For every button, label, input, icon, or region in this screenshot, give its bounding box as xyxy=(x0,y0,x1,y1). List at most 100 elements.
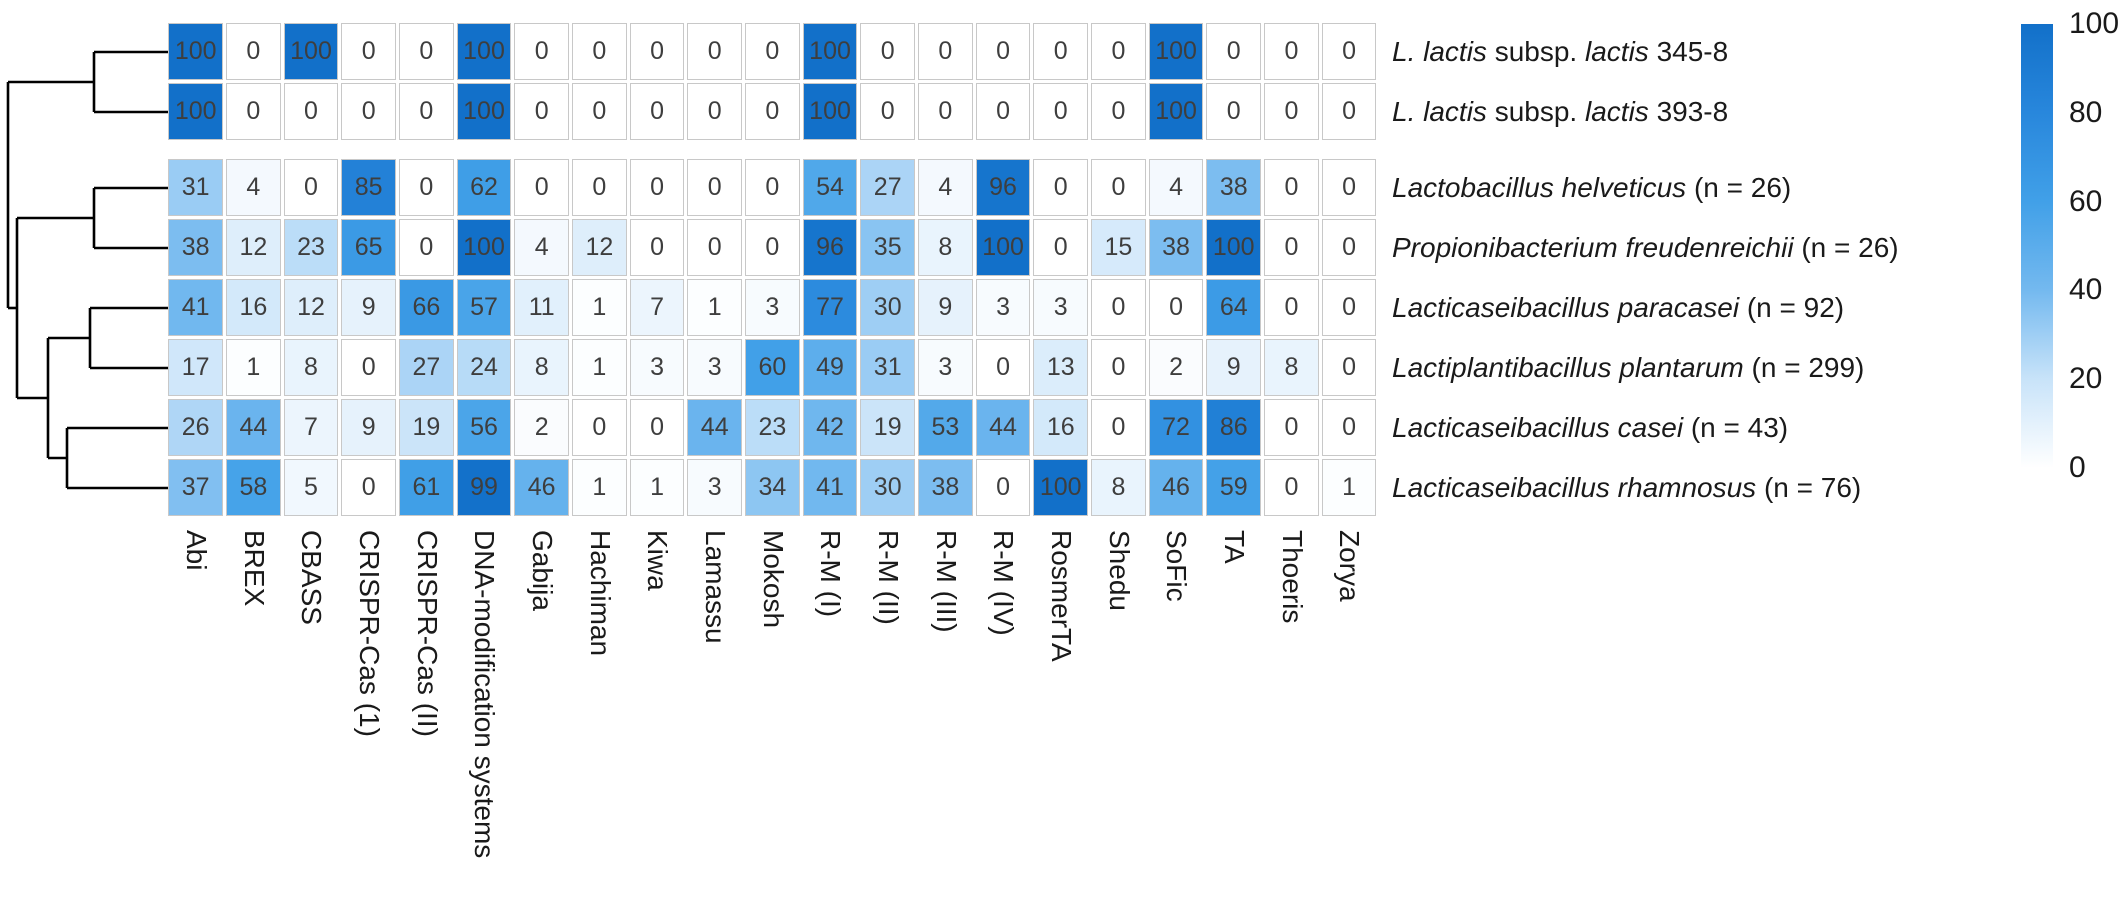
heatmap-cell: 100 xyxy=(975,219,1031,277)
heatmap-cell: 30 xyxy=(860,459,916,517)
heatmap-cell: 64 xyxy=(1206,279,1262,337)
heatmap-cell: 3 xyxy=(1033,279,1089,337)
heatmap-cell: 0 xyxy=(1321,83,1377,141)
heatmap-cell: 38 xyxy=(168,219,224,277)
heatmap-cell: 0 xyxy=(341,83,397,141)
heatmap-cell: 0 xyxy=(1091,159,1146,217)
heatmap-cell: 0 xyxy=(398,159,454,217)
heatmap-cell: 3 xyxy=(918,339,973,397)
row-label: Lacticaseibacillus paracasei (n = 92) xyxy=(1392,289,1844,327)
row-label-part: Lacticaseibacillus rhamnosus xyxy=(1392,472,1757,503)
heatmap-cell: 58 xyxy=(225,459,281,517)
column-label: R-M (III) xyxy=(930,530,962,633)
heatmap-cell: 0 xyxy=(225,23,281,81)
heatmap-cell: 0 xyxy=(1264,159,1319,217)
heatmap-cell: 0 xyxy=(629,23,685,81)
heatmap-cell: 65 xyxy=(341,219,397,277)
row-label-part: 345-8 xyxy=(1648,36,1729,67)
heatmap-cell: 53 xyxy=(918,399,973,457)
heatmap-cell: 0 xyxy=(629,159,685,217)
heatmap-cell: 16 xyxy=(1033,399,1089,457)
heatmap-cell: 0 xyxy=(1206,23,1262,81)
heatmap-cell: 31 xyxy=(860,339,916,397)
heatmap-cell: 0 xyxy=(1033,23,1089,81)
heatmap-cell: 0 xyxy=(1264,459,1319,517)
heatmap-cell: 16 xyxy=(225,279,281,337)
row-label: L. lactis subsp. lactis 345-8 xyxy=(1392,33,1728,71)
heatmap-cell: 1 xyxy=(571,459,627,517)
heatmap-cell: 38 xyxy=(918,459,973,517)
heatmap-cell: 0 xyxy=(1091,83,1146,141)
heatmap-cell: 0 xyxy=(1321,279,1377,337)
heatmap-cell: 0 xyxy=(687,219,743,277)
heatmap-cell: 34 xyxy=(745,459,800,517)
heatmap-cell: 59 xyxy=(1206,459,1262,517)
row-label-part: (n = 26) xyxy=(1686,172,1792,203)
row-label: L. lactis subsp. lactis 393-8 xyxy=(1392,93,1728,131)
heatmap-cell: 12 xyxy=(571,219,627,277)
heatmap-cell: 9 xyxy=(1206,339,1262,397)
heatmap-cell: 96 xyxy=(802,219,858,277)
heatmap-cell: 0 xyxy=(1033,159,1089,217)
column-label: R-M (IV) xyxy=(988,530,1020,636)
row-label: Lactobacillus helveticus (n = 26) xyxy=(1392,169,1791,207)
heatmap-cell: 35 xyxy=(860,219,916,277)
heatmap-cell: 0 xyxy=(1321,159,1377,217)
colorbar-tick-label: 40 xyxy=(2069,273,2103,307)
heatmap-cell: 0 xyxy=(687,23,743,81)
heatmap-cell: 44 xyxy=(225,399,281,457)
row-label: Lactiplantibacillus plantarum (n = 299) xyxy=(1392,349,1864,387)
heatmap-cell: 0 xyxy=(745,23,800,81)
heatmap-cell: 0 xyxy=(1091,23,1146,81)
column-label: Thoeris xyxy=(1276,530,1308,624)
heatmap-cell: 9 xyxy=(918,279,973,337)
heatmap-cell: 8 xyxy=(1264,339,1319,397)
heatmap-cell: 26 xyxy=(168,399,224,457)
heatmap-cell: 13 xyxy=(1033,339,1089,397)
heatmap-cell: 100 xyxy=(802,83,858,141)
heatmap-cell: 0 xyxy=(1264,23,1319,81)
heatmap-cell: 60 xyxy=(745,339,800,397)
column-label: Gabija xyxy=(526,530,558,611)
heatmap-cell: 0 xyxy=(1033,219,1089,277)
heatmap-cell: 0 xyxy=(1091,279,1146,337)
row-label-part: (n = 26) xyxy=(1793,232,1899,263)
heatmap-cell: 0 xyxy=(341,459,397,517)
heatmap-cell: 8 xyxy=(918,219,973,277)
column-label: Kiwa xyxy=(642,530,674,591)
heatmap-cell: 0 xyxy=(514,23,570,81)
column-label: Lamassu xyxy=(699,530,731,644)
heatmap-cell: 100 xyxy=(456,23,512,81)
heatmap-cell: 46 xyxy=(514,459,570,517)
heatmap-cell: 0 xyxy=(571,23,627,81)
heatmap-cell: 2 xyxy=(514,399,570,457)
heatmap-cell: 9 xyxy=(341,279,397,337)
heatmap-cell: 57 xyxy=(456,279,512,337)
heatmap-cell: 0 xyxy=(975,23,1031,81)
heatmap-cell: 11 xyxy=(514,279,570,337)
column-label: R-M (I) xyxy=(815,530,847,618)
row-label-part: lactis xyxy=(1585,36,1649,67)
heatmap-cell: 0 xyxy=(1148,279,1204,337)
heatmap-cell: 0 xyxy=(1091,339,1146,397)
row-label-part: (n = 92) xyxy=(1739,292,1845,323)
row-label-part: Lactobacillus helveticus xyxy=(1392,172,1687,203)
heatmap-cell: 0 xyxy=(975,339,1031,397)
row-label-part: 393-8 xyxy=(1648,96,1729,127)
row-label-part: L. lactis xyxy=(1392,96,1487,127)
row-label-part: subsp. xyxy=(1486,36,1585,67)
heatmap-cell: 54 xyxy=(802,159,858,217)
heatmap-cell: 3 xyxy=(745,279,800,337)
row-label-part: subsp. xyxy=(1486,96,1585,127)
heatmap-cell: 0 xyxy=(571,399,627,457)
heatmap-cell: 23 xyxy=(745,399,800,457)
heatmap-cell: 0 xyxy=(860,23,916,81)
heatmap-cell: 38 xyxy=(1206,159,1262,217)
row-label: Propionibacterium freudenreichii (n = 26… xyxy=(1392,229,1899,267)
heatmap-cell: 0 xyxy=(918,83,973,141)
column-label: RosmerTA xyxy=(1045,530,1077,662)
column-label: Mokosh xyxy=(757,530,789,629)
heatmap-cell: 8 xyxy=(514,339,570,397)
heatmap-cell: 49 xyxy=(802,339,858,397)
heatmap-cell: 0 xyxy=(1264,399,1319,457)
